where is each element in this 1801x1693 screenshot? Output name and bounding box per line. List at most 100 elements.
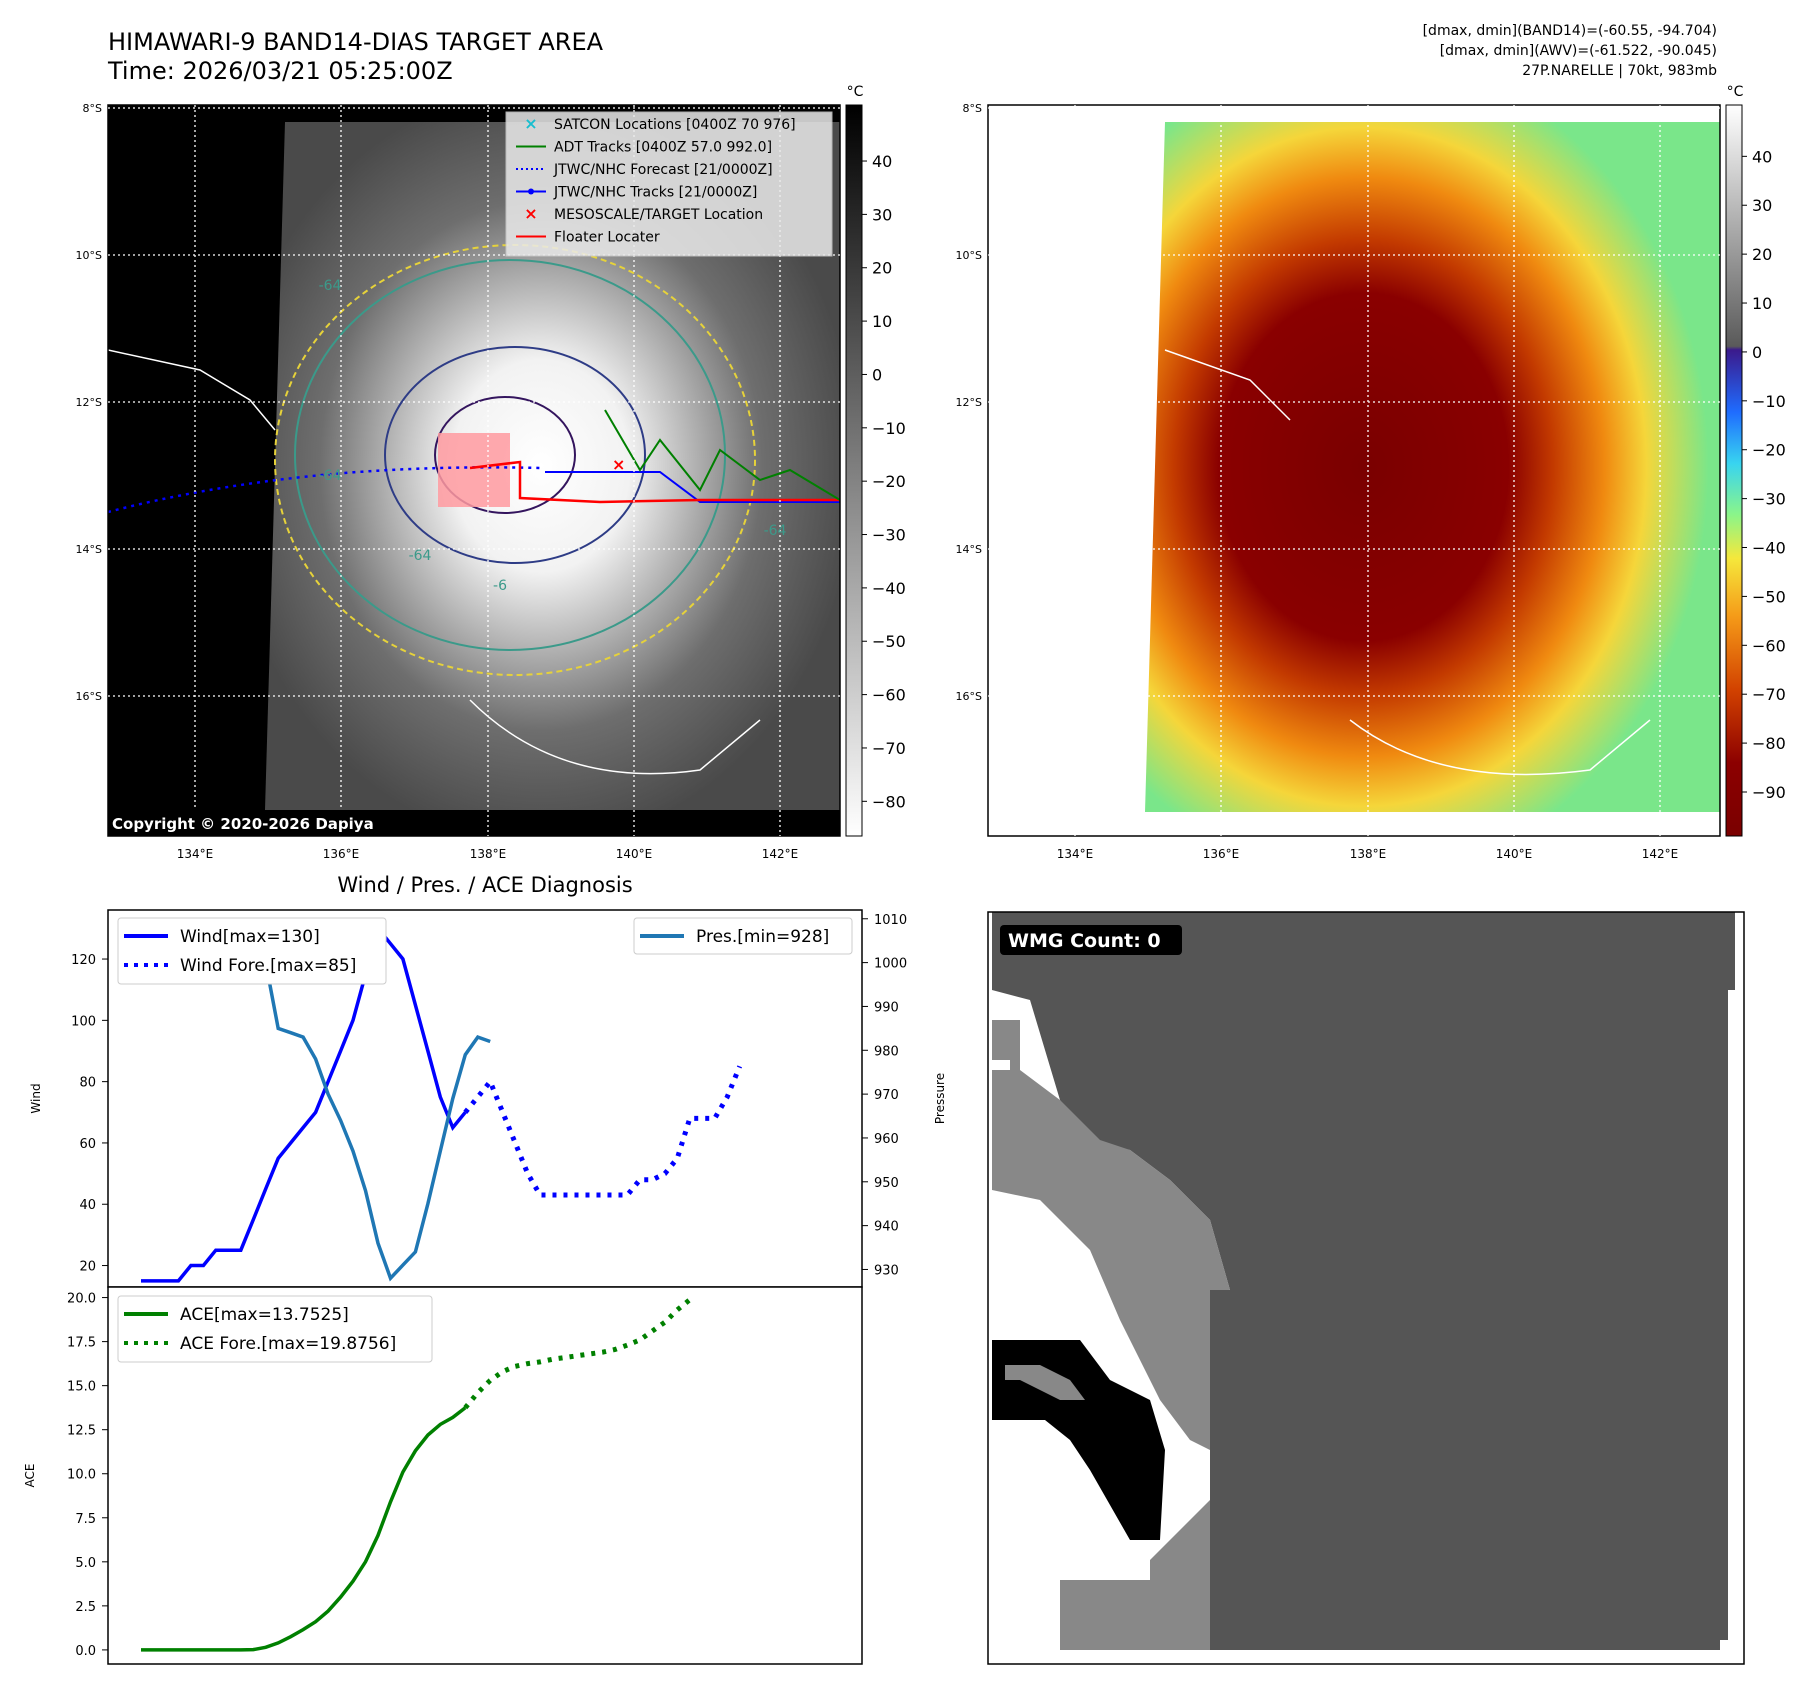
wind-series-line-0 xyxy=(141,924,467,1283)
colorbar-tick-label: −60 xyxy=(1752,636,1786,655)
awv-colorbar-ticks: 40 30 20 10 0 −10 −20 −30 −40 −50 −60 −70 −80 −90 xyxy=(1742,147,1786,802)
colorbar-tick-label: 30 xyxy=(1752,196,1772,215)
ace-legend-label: ACE[max=13.7525] xyxy=(180,1305,349,1325)
ir-swath-image xyxy=(265,122,840,810)
lat-tick-label: 14°S xyxy=(956,543,982,556)
ace-ytick-label: 10.0 xyxy=(67,1468,96,1483)
wmg-gray-inner xyxy=(1005,1365,1085,1400)
mesoscale-target-marker: × xyxy=(612,455,625,474)
wind-ytick-label: 60 xyxy=(79,1137,96,1152)
colorbar-tick-label: 20 xyxy=(872,259,892,278)
lat-tick-label: 14°S xyxy=(76,543,102,556)
wmg-gray-region xyxy=(992,1020,1230,1650)
diag-band14: [dmax, dmin](BAND14)=(-60.55, -94.704) xyxy=(1422,23,1717,39)
contour-inner xyxy=(384,346,646,564)
ir-legend-box xyxy=(505,111,833,257)
mesoscale-target-box xyxy=(438,433,510,507)
ace-ytick-label: 2.5 xyxy=(75,1600,96,1615)
storm-info: 27P.NARELLE | 70kt, 983mb xyxy=(1522,63,1717,79)
colorbar-tick-label: −40 xyxy=(1752,539,1786,558)
colorbar-tick-label: −50 xyxy=(1752,587,1786,606)
contour-label: -64 xyxy=(409,548,432,564)
ace-ytick-label: 0.0 xyxy=(75,1644,96,1659)
awv-map-panel: 8°S 10°S 12°S 14°S 16°S 134°E 136°E 138°E 140°E 1… xyxy=(956,84,1786,861)
legend-label: MESOSCALE/TARGET Location xyxy=(554,207,763,223)
contour-core xyxy=(434,396,576,514)
copyright-text: Copyright © 2020-2026 Dapiya xyxy=(112,815,374,833)
wind-pressure-chart: Wind / Pres. / ACE Diagnosis 20 40 60 80 100 1… xyxy=(29,873,947,1288)
awv-colorbar xyxy=(1725,104,1743,837)
lat-tick-label: 12°S xyxy=(76,396,102,409)
pressure-legend-box xyxy=(633,917,853,955)
ace-legend-box xyxy=(117,1295,433,1363)
ir-map-panel: × 8°S 10°S 12°S 14°S 16°S 134°E 136°E 138°E 140°… xyxy=(76,84,906,861)
legend-marker-dot xyxy=(528,188,534,195)
lat-tick-label: 16°S xyxy=(76,690,102,703)
figure-time: Time: 2026/03/21 05:25:00Z xyxy=(108,57,453,85)
ir-axis-ticks: 8°S 10°S 12°S 14°S 16°S 134°E 136°E 138°E 140°E 1… xyxy=(76,102,799,861)
colorbar-tick-label: −10 xyxy=(872,419,906,438)
lon-tick-label: 138°E xyxy=(470,847,507,861)
ace-ytick-label: 7.5 xyxy=(75,1512,96,1527)
colorbar-tick-label: −20 xyxy=(1752,441,1786,460)
pressure-ylabel: Pressure xyxy=(933,1073,947,1124)
wind-legend-box xyxy=(117,917,387,985)
colorbar-tick-label: −70 xyxy=(872,739,906,758)
lon-tick-label: 134°E xyxy=(1057,847,1094,861)
legend-label: Floater Locater xyxy=(554,230,660,246)
wind-ytick-label: 80 xyxy=(79,1076,96,1091)
wind-ytick-label: 120 xyxy=(71,953,96,968)
wmg-panel: WMG Count: 0 xyxy=(987,911,1745,1665)
wind-legend-label: Wind[max=130] xyxy=(180,927,320,947)
ir-legend: × SATCON Locations [0400Z 70 976] ADT Trac… xyxy=(516,114,796,246)
colorbar-tick-label: −60 xyxy=(872,686,906,705)
colorbar-tick-label: −30 xyxy=(872,526,906,545)
lat-tick-label: 16°S xyxy=(956,690,982,703)
awv-gridlines xyxy=(988,105,1720,836)
wmg-count-label: WMG Count: 0 xyxy=(1008,930,1161,952)
colorbar-tick-label: −40 xyxy=(872,579,906,598)
colorbar-tick-label: 40 xyxy=(872,152,892,171)
lon-tick-label: 142°E xyxy=(1642,847,1679,861)
chart-title: Wind / Pres. / ACE Diagnosis xyxy=(337,873,632,897)
pressure-ytick-label: 990 xyxy=(874,1000,899,1015)
pressure-ytick-label: 970 xyxy=(874,1088,899,1103)
colorbar-tick-label: −70 xyxy=(1752,685,1786,704)
wmg-black-region xyxy=(992,1340,1165,1540)
ace-series-line-1 xyxy=(463,1297,692,1410)
lat-tick-label: 10°S xyxy=(76,249,102,262)
ace-chart: 0.0 2.5 5.0 7.5 10.0 12.5 15.0 17.5 20.0 ACE ACE[m… xyxy=(23,1286,863,1665)
colorbar-tick-label: −20 xyxy=(872,472,906,491)
lon-tick-label: 140°E xyxy=(1496,847,1533,861)
lon-tick-label: 140°E xyxy=(616,847,653,861)
lon-tick-label: 136°E xyxy=(1203,847,1240,861)
colorbar-tick-label: 20 xyxy=(1752,245,1772,264)
pressure-ytick-label: 950 xyxy=(874,1176,899,1191)
contour-label: -64 xyxy=(319,278,342,294)
lon-tick-label: 134°E xyxy=(177,847,214,861)
legend-marker-x: × xyxy=(524,114,537,133)
awv-colorbar-unit: °C xyxy=(1727,84,1744,100)
pressure-ytick-label: 1010 xyxy=(874,913,907,928)
colorbar-tick-label: −30 xyxy=(1752,490,1786,509)
pressure-ytick-label: 960 xyxy=(874,1132,899,1147)
ir-colorbar xyxy=(845,104,863,837)
ace-ytick-label: 17.5 xyxy=(67,1336,96,1351)
ir-map-frame xyxy=(107,104,841,837)
legend-label: JTWC/NHC Forecast [21/0000Z] xyxy=(553,162,773,178)
colorbar-tick-label: 30 xyxy=(872,205,892,224)
colorbar-tick-label: −80 xyxy=(1752,734,1786,753)
colorbar-tick-label: −80 xyxy=(872,792,906,811)
ir-colorbar-ticks: 40 30 20 10 0 −10 −20 −30 −40 −50 −60 −70 −80 xyxy=(862,152,906,811)
coastline xyxy=(108,349,761,775)
lon-tick-label: 138°E xyxy=(1350,847,1387,861)
legend-marker-x: × xyxy=(524,204,537,223)
ace-series-line-0 xyxy=(141,1406,467,1652)
awv-map-frame xyxy=(987,104,1721,837)
lat-tick-label: 8°S xyxy=(963,102,982,115)
pressure-legend-label: Pres.[min=928] xyxy=(696,927,829,947)
wind-legend-label: Wind Fore.[max=85] xyxy=(180,956,356,976)
ir-contour-labels: -64 -64 -64 -64 -6 xyxy=(319,278,787,594)
ace-legend-label: ACE Fore.[max=19.8756] xyxy=(180,1334,396,1354)
floater-locater-track xyxy=(469,460,840,504)
